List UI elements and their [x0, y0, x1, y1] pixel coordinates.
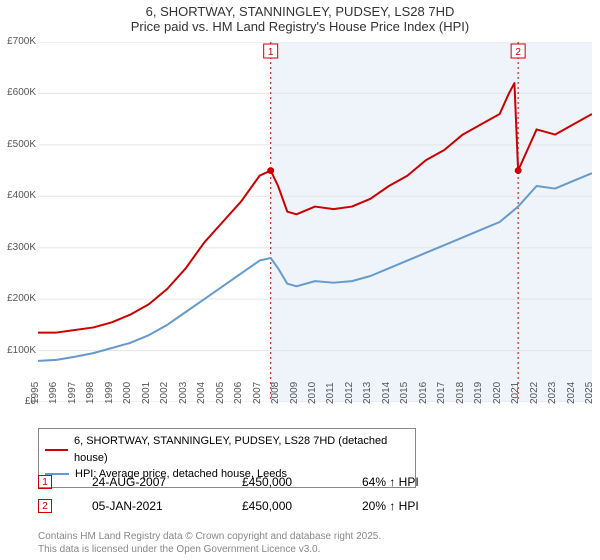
x-tick-label: 2024: [566, 376, 577, 404]
x-tick-label: 1998: [85, 376, 96, 404]
legend-swatch: [45, 449, 68, 451]
x-tick-label: 2000: [122, 376, 133, 404]
x-tick-label: 2003: [178, 376, 189, 404]
x-tick-label: 1995: [30, 376, 41, 404]
x-tick-label: 2021: [510, 376, 521, 404]
footer-line2: This data is licensed under the Open Gov…: [38, 543, 381, 556]
y-tick-label: £200K: [7, 293, 36, 304]
x-tick-label: 1997: [67, 376, 78, 404]
legend-label: 6, SHORTWAY, STANNINGLEY, PUDSEY, LS28 7…: [74, 433, 409, 466]
x-tick-label: 2016: [418, 376, 429, 404]
x-tick-label: 1999: [104, 376, 115, 404]
x-tick-label: 2008: [270, 376, 281, 404]
y-tick-label: £100K: [7, 345, 36, 356]
x-tick-label: 2015: [399, 376, 410, 404]
y-tick-label: £500K: [7, 139, 36, 150]
marker-row: 1 24-AUG-2007 £450,000 64% ↑ HPI: [38, 470, 419, 494]
x-tick-label: 2005: [215, 376, 226, 404]
title-line1: 6, SHORTWAY, STANNINGLEY, PUDSEY, LS28 7…: [0, 4, 600, 19]
x-tick-label: 2018: [455, 376, 466, 404]
x-tick-label: 2022: [529, 376, 540, 404]
footer-note: Contains HM Land Registry data © Crown c…: [38, 530, 381, 556]
chart-title: 6, SHORTWAY, STANNINGLEY, PUDSEY, LS28 7…: [0, 0, 600, 34]
marker-price: £450,000: [242, 475, 322, 489]
x-tick-label: 2013: [362, 376, 373, 404]
marker-date: 05-JAN-2021: [92, 499, 202, 513]
marker-table: 1 24-AUG-2007 £450,000 64% ↑ HPI 2 05-JAN-202…: [38, 470, 419, 518]
marker-id-box: 2: [38, 499, 52, 513]
marker-change: 20% ↑ HPI: [362, 499, 419, 513]
x-tick-label: 2019: [473, 376, 484, 404]
x-tick-label: 2023: [547, 376, 558, 404]
x-tick-label: 1996: [48, 376, 59, 404]
legend-item: 6, SHORTWAY, STANNINGLEY, PUDSEY, LS28 7…: [45, 433, 409, 466]
x-tick-label: 2004: [196, 376, 207, 404]
x-tick-label: 2010: [307, 376, 318, 404]
y-tick-label: £300K: [7, 242, 36, 253]
x-tick-label: 2025: [584, 376, 595, 404]
marker-change: 64% ↑ HPI: [362, 475, 419, 489]
x-tick-label: 2001: [141, 376, 152, 404]
chart-area: 12 £0£100K£200K£300K£400K£500K£600K£700K…: [38, 42, 592, 402]
svg-text:1: 1: [268, 47, 274, 58]
x-tick-label: 2020: [492, 376, 503, 404]
y-tick-label: £700K: [7, 36, 36, 47]
x-tick-label: 2014: [381, 376, 392, 404]
x-tick-label: 2017: [436, 376, 447, 404]
x-tick-label: 2011: [325, 376, 336, 404]
marker-price: £450,000: [242, 499, 322, 513]
svg-text:2: 2: [515, 47, 521, 58]
y-tick-label: £400K: [7, 190, 36, 201]
x-tick-label: 2006: [233, 376, 244, 404]
x-tick-label: 2002: [159, 376, 170, 404]
x-tick-label: 2009: [289, 376, 300, 404]
x-tick-label: 2007: [252, 376, 263, 404]
x-tick-label: 2012: [344, 376, 355, 404]
marker-id-box: 1: [38, 475, 52, 489]
chart-svg: 12: [38, 42, 592, 402]
footer-line1: Contains HM Land Registry data © Crown c…: [38, 530, 381, 543]
marker-row: 2 05-JAN-2021 £450,000 20% ↑ HPI: [38, 494, 419, 518]
marker-date: 24-AUG-2007: [92, 475, 202, 489]
y-tick-label: £600K: [7, 87, 36, 98]
title-line2: Price paid vs. HM Land Registry's House …: [0, 19, 600, 34]
